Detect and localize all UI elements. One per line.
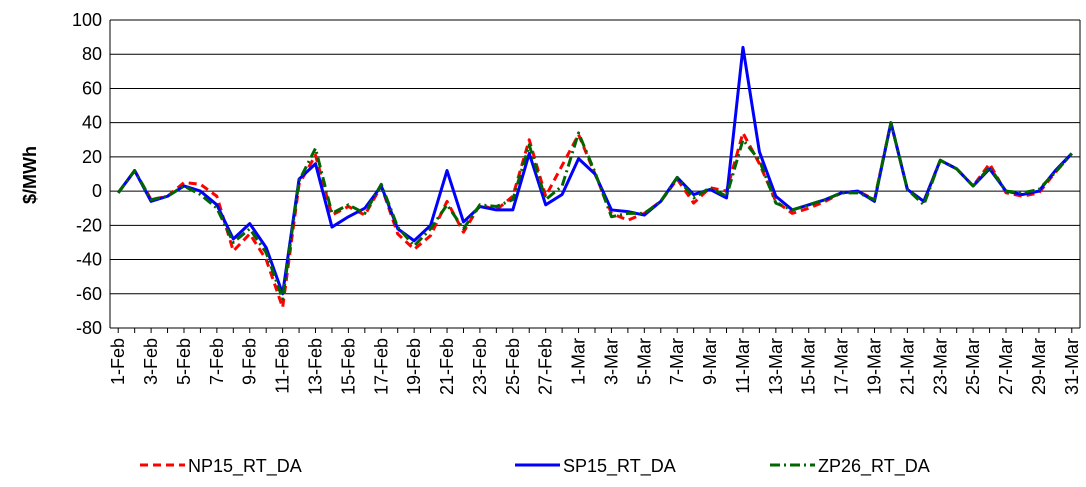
series-line xyxy=(117,121,1073,301)
x-tick-label: 5-Mar xyxy=(634,338,654,385)
x-tick-label: 23-Feb xyxy=(470,338,490,395)
x-tick-label: 3-Feb xyxy=(141,338,161,385)
y-tick-label: 80 xyxy=(82,44,102,64)
x-tick-label: 23-Mar xyxy=(930,338,950,395)
x-tick-label: 11-Mar xyxy=(733,338,753,394)
x-tick-label: 17-Feb xyxy=(371,338,391,395)
x-tick-label: 25-Feb xyxy=(503,338,523,395)
x-tick-label: 27-Mar xyxy=(996,338,1016,395)
x-tick-label: 13-Feb xyxy=(306,338,326,395)
y-tick-label: -60 xyxy=(76,284,102,304)
x-tick-label: 1-Mar xyxy=(569,338,589,385)
y-tick-label: 60 xyxy=(82,78,102,98)
x-tick-label: 21-Mar xyxy=(897,338,917,395)
x-tick-label: 1-Feb xyxy=(108,338,128,385)
x-tick-label: 9-Mar xyxy=(700,338,720,385)
x-tick-label: 31-Mar xyxy=(1062,338,1082,395)
y-axis-label: $/MWh xyxy=(20,146,40,204)
x-tick-label: 15-Mar xyxy=(799,338,819,395)
legend-label: SP15_RT_DA xyxy=(563,456,676,477)
y-tick-label: -20 xyxy=(76,215,102,235)
x-tick-label: 19-Mar xyxy=(864,338,884,395)
x-tick-label: 9-Feb xyxy=(240,338,260,385)
x-tick-label: 7-Feb xyxy=(207,338,227,385)
legend-label: ZP26_RT_DA xyxy=(818,456,930,477)
y-tick-label: 100 xyxy=(72,10,102,30)
x-tick-label: 15-Feb xyxy=(338,338,358,395)
y-tick-label: -80 xyxy=(76,318,102,338)
y-tick-label: -40 xyxy=(76,250,102,270)
x-tick-label: 17-Mar xyxy=(832,338,852,395)
x-tick-label: 3-Mar xyxy=(601,338,621,385)
x-tick-label: 7-Mar xyxy=(667,338,687,385)
x-tick-label: 13-Mar xyxy=(766,338,786,395)
y-tick-label: 40 xyxy=(82,113,102,133)
x-tick-label: 11-Feb xyxy=(273,338,293,394)
x-tick-label: 27-Feb xyxy=(536,338,556,395)
x-tick-label: 21-Feb xyxy=(437,338,457,395)
legend-label: NP15_RT_DA xyxy=(188,456,302,477)
y-tick-label: 20 xyxy=(82,147,102,167)
x-tick-label: 25-Mar xyxy=(963,338,983,395)
x-tick-label: 5-Feb xyxy=(174,338,194,385)
x-tick-label: 29-Mar xyxy=(1029,338,1049,395)
x-tick-label: 19-Feb xyxy=(404,338,424,395)
y-tick-label: 0 xyxy=(92,181,102,201)
series-line xyxy=(117,121,1073,309)
